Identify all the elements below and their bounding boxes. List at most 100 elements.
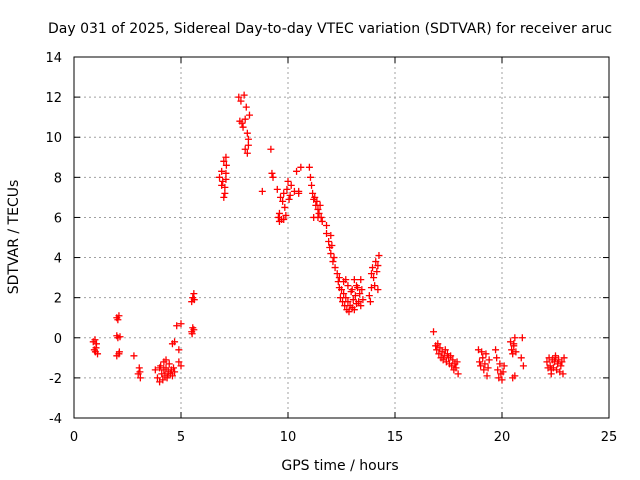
data-point (244, 141, 252, 149)
data-point (177, 320, 185, 328)
data-point (492, 346, 500, 354)
data-point (171, 368, 179, 376)
data-point (519, 362, 527, 370)
data-point (349, 296, 357, 304)
data-point (313, 197, 321, 205)
data-point (153, 374, 161, 382)
data-point (218, 181, 226, 189)
y-axis-label: SDTVAR / TECUs (6, 180, 22, 295)
data-point (275, 209, 283, 217)
data-point (243, 129, 251, 137)
data-point (222, 169, 230, 177)
data-point (496, 360, 504, 368)
data-point (480, 366, 488, 374)
data-point (218, 167, 226, 175)
data-point (306, 173, 314, 181)
data-point (309, 189, 317, 197)
data-point (340, 290, 348, 298)
data-point (279, 197, 287, 205)
data-point (344, 298, 352, 306)
data-point (552, 354, 559, 362)
data-point (327, 231, 335, 239)
x-tick-label: 5 (177, 430, 185, 445)
data-point (277, 193, 285, 201)
data-point (434, 340, 442, 348)
data-point (366, 298, 374, 306)
data-point (372, 258, 380, 266)
data-point (476, 358, 484, 366)
data-point (165, 360, 173, 368)
data-point (162, 364, 170, 372)
data-point (287, 181, 295, 189)
data-point (330, 254, 338, 262)
data-point (275, 217, 283, 225)
axis-ticks: 0 5 10 15 20 25 -4 -2 0 2 4 6 8 10 12 14 (45, 51, 617, 445)
data-point (241, 145, 249, 153)
data-point (453, 358, 461, 366)
x-axis-label: GPS time / hours (281, 458, 398, 474)
data-point (484, 364, 492, 372)
data-point (329, 258, 337, 266)
y-tick-label: 12 (45, 91, 62, 106)
data-point (91, 336, 99, 344)
data-point (311, 193, 319, 201)
data-point (241, 115, 249, 123)
data-point (280, 215, 288, 223)
data-point (557, 362, 565, 370)
data-point (323, 229, 331, 237)
data-point (268, 169, 276, 177)
data-point (482, 350, 490, 358)
data-point (114, 316, 122, 324)
data-point (237, 97, 245, 105)
data-point (477, 362, 485, 370)
data-points (89, 91, 568, 386)
data-point (350, 276, 358, 284)
y-tick-label: 6 (54, 211, 62, 226)
data-point (190, 296, 198, 304)
data-point (436, 344, 444, 352)
data-point (328, 242, 336, 250)
y-tick-label: 2 (54, 292, 62, 307)
data-point (367, 270, 375, 278)
x-tick-label: 0 (70, 430, 78, 445)
data-point (235, 93, 243, 101)
data-point (374, 286, 382, 294)
x-tick-label: 15 (387, 430, 404, 445)
data-point (269, 173, 277, 181)
data-point (173, 322, 181, 330)
data-point (374, 262, 382, 270)
data-point (325, 238, 333, 246)
data-point (352, 282, 360, 290)
data-point (500, 362, 508, 370)
data-point (350, 306, 358, 314)
data-point (156, 364, 164, 372)
x-tick-label: 25 (601, 430, 618, 445)
data-point (285, 195, 293, 203)
data-point (280, 189, 288, 197)
y-tick-label: 4 (54, 252, 62, 267)
data-point (115, 348, 123, 356)
data-point (243, 149, 251, 157)
data-point (151, 366, 159, 374)
data-point (283, 185, 291, 193)
data-point (222, 161, 230, 169)
data-point (375, 252, 383, 260)
data-point (485, 356, 493, 364)
data-point (512, 348, 520, 356)
data-point (162, 356, 170, 364)
data-point (222, 153, 230, 161)
grid-lines (74, 57, 609, 418)
data-point (308, 181, 316, 189)
y-tick-label: 10 (45, 131, 62, 146)
data-point (358, 286, 366, 294)
y-tick-label: 8 (54, 171, 62, 186)
data-point (430, 328, 438, 336)
data-point (282, 211, 290, 219)
data-point (454, 370, 462, 378)
data-point (511, 372, 519, 380)
data-point (190, 290, 198, 298)
data-point (558, 358, 566, 366)
data-point (188, 330, 196, 338)
data-point (367, 284, 375, 292)
